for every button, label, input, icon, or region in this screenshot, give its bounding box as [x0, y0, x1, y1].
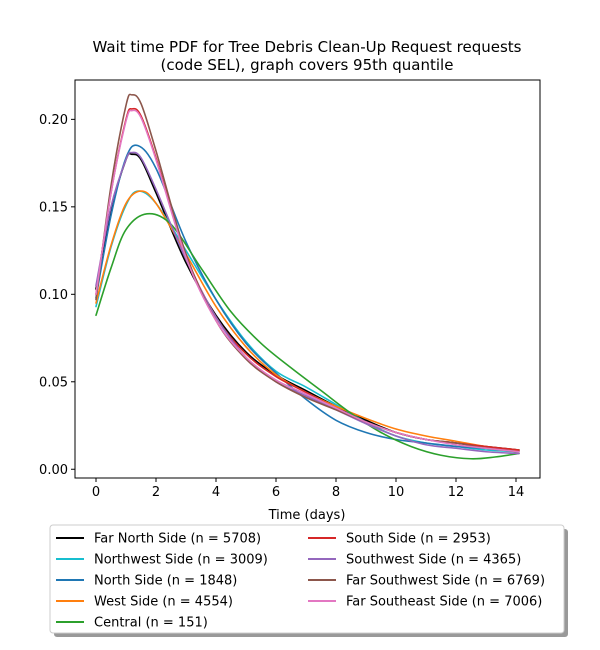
series-line-9 — [95, 109, 520, 453]
chart-title-line1: Wait time PDF for Tree Debris Clean-Up R… — [93, 38, 522, 56]
x-tick-label: 2 — [152, 485, 160, 500]
y-tick-label: 0.05 — [39, 375, 68, 390]
y-tick-label: 0.00 — [39, 463, 68, 478]
legend: Far North Side (n = 5708) Northwest Side … — [49, 524, 568, 637]
series-line-2 — [95, 190, 520, 453]
legend-entry-label: Far Southwest Side (n = 6769) — [346, 574, 545, 589]
series-line-8 — [95, 93, 520, 453]
legend-entries: Far North Side (n = 5708) Northwest Side … — [56, 532, 545, 631]
y-axis-ticks: 0.00 0.05 0.10 0.15 0.20 — [39, 113, 75, 478]
series-line-3 — [95, 144, 520, 451]
x-tick-label: 12 — [448, 485, 465, 500]
plot-frame — [74, 79, 541, 479]
x-tick-label: 0 — [92, 485, 100, 500]
x-tick-label: 8 — [332, 485, 340, 500]
x-axis-label: Time (days) — [268, 508, 346, 523]
x-tick-label: 4 — [212, 485, 220, 500]
series-line-5 — [95, 212, 520, 460]
series-layer — [95, 93, 520, 460]
legend-entry-label: North Side (n = 1848) — [94, 574, 237, 589]
legend-entry-label: West Side (n = 4554) — [94, 595, 233, 610]
legend-box — [49, 524, 565, 634]
x-tick-label: 14 — [508, 485, 525, 500]
legend-entry-label: South Side (n = 2953) — [346, 532, 491, 547]
series-line-4 — [95, 190, 520, 451]
y-tick-label: 0.20 — [39, 113, 68, 128]
x-tick-label: 6 — [272, 485, 280, 500]
series-line-7 — [95, 151, 520, 455]
chart-title-line2: (code SEL), graph covers 95th quantile — [161, 56, 454, 74]
legend-entry-label: Southwest Side (n = 4365) — [346, 553, 521, 568]
x-axis-ticks: 0 2 4 6 8 10 12 14 — [92, 478, 524, 500]
y-tick-label: 0.10 — [39, 288, 68, 303]
legend-entry-label: Northwest Side (n = 3009) — [94, 553, 268, 568]
legend-entry-label: Far North Side (n = 5708) — [94, 532, 261, 547]
legend-entry-label: Central (n = 151) — [94, 616, 208, 631]
x-tick-label: 10 — [388, 485, 405, 500]
legend-entry-label: Far Southeast Side (n = 7006) — [346, 595, 542, 610]
y-tick-label: 0.15 — [39, 200, 68, 215]
